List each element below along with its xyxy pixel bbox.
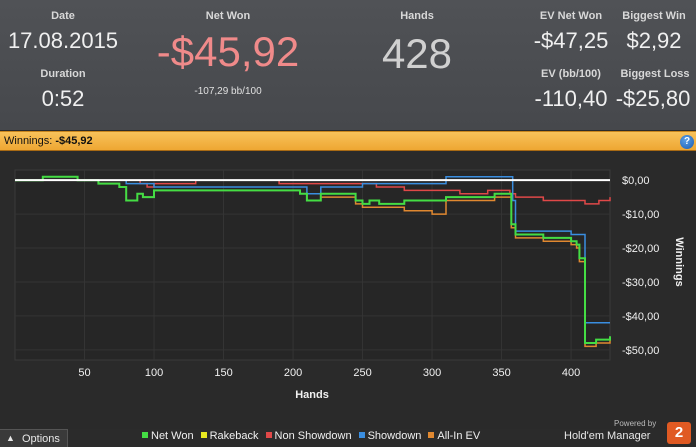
y-tick-label: -$50,00 (622, 345, 659, 357)
ev-bb100-value: -110,40 (534, 86, 608, 111)
x-tick-label: 400 (562, 367, 580, 379)
biggest-loss-value: -$25,80 (615, 86, 691, 111)
duration-value: 0:52 (41, 86, 85, 111)
x-tick-label: 350 (492, 367, 510, 379)
net-won-label: Net Won (205, 10, 251, 22)
powered-by-text: Powered by (614, 419, 657, 428)
legend-item-non-showdown[interactable]: Non Showdown (265, 430, 352, 442)
winnings-title: Winnings: -$45,92 (4, 135, 93, 147)
legend-item-net-won[interactable]: Net Won (142, 430, 194, 442)
duration-label: Duration (40, 68, 86, 80)
x-tick-label: 300 (423, 367, 441, 379)
date-label: Date (51, 10, 75, 22)
options-button[interactable]: ▲ Options (0, 429, 68, 447)
legend-swatch (428, 432, 435, 438)
legend-label: Rakeback (209, 430, 259, 442)
plot-area (14, 169, 611, 361)
biggest-loss-label: Biggest Loss (620, 68, 690, 80)
session-stats-panel: Date 17.08.2015 Duration 0:52 Net Won -$… (0, 0, 696, 130)
help-icon[interactable]: ? (680, 135, 694, 149)
legend-item-rakeback[interactable]: Rakeback (200, 430, 259, 442)
biggest-win-value: $2,92 (626, 28, 682, 53)
series-line-net-won (15, 175, 611, 344)
x-tick-label: 50 (78, 367, 90, 379)
legend-label: Net Won (151, 430, 194, 442)
legend-label: Showdown (367, 430, 422, 442)
legend-label: All-In EV (437, 430, 481, 442)
chevron-up-icon: ▲ (6, 433, 15, 443)
y-tick-label: $0,00 (622, 175, 650, 187)
net-won-value: -$45,92 (156, 28, 300, 75)
options-label: Options (22, 433, 60, 445)
y-axis-label: Winnings (673, 237, 685, 286)
y-tick-label: -$10,00 (622, 209, 659, 221)
ev-net-won-label: EV Net Won (539, 10, 603, 22)
legend-item-all-in-ev[interactable]: All-In EV (428, 430, 480, 442)
x-tick-label: 200 (284, 367, 302, 379)
chart-legend: Net Won Rakeback Non Showdown Showdown All-I… (142, 430, 487, 446)
winnings-title-label: Winnings: (4, 135, 53, 147)
winnings-chart-svg: 50 100 150 200 250 300 350 400 $0,00 -$10,00 -$20,… (14, 169, 685, 401)
legend-swatch (358, 432, 365, 438)
x-axis-label: Hands (295, 389, 329, 401)
biggest-win-label: Biggest Win (622, 10, 686, 22)
date-value: 17.08.2015 (7, 28, 119, 53)
brand-name: Hold'em Manager (564, 430, 651, 442)
y-tick-label: -$30,00 (622, 277, 659, 289)
legend-swatch (265, 432, 272, 438)
net-won-bb100: -107,29 bb/100 (194, 86, 262, 97)
ev-bb100-label: EV (bb/100) (541, 68, 601, 80)
x-tick-label: 250 (353, 367, 371, 379)
winnings-title-value: -$45,92 (55, 135, 93, 147)
y-tick-label: -$40,00 (622, 311, 659, 323)
x-tick-label: 100 (145, 367, 163, 379)
series-line-non-showdown (15, 179, 611, 205)
winnings-title-bar: Winnings: -$45,92 ? (0, 131, 696, 151)
winnings-chart: 50 100 150 200 250 300 350 400 $0,00 -$10,00 -$20,… (0, 152, 696, 429)
y-tick-label: -$20,00 (622, 243, 659, 255)
ev-net-won-value: -$47,25 (533, 28, 609, 53)
legend-label: Non Showdown (274, 430, 352, 442)
x-tick-label: 150 (214, 367, 232, 379)
legend-swatch (142, 432, 148, 438)
legend-swatch (200, 432, 207, 438)
hands-value: 428 (381, 30, 453, 77)
hands-label: Hands (400, 10, 434, 22)
hm2-logo-icon: 2 (667, 422, 691, 444)
legend-item-showdown[interactable]: Showdown (358, 430, 422, 442)
